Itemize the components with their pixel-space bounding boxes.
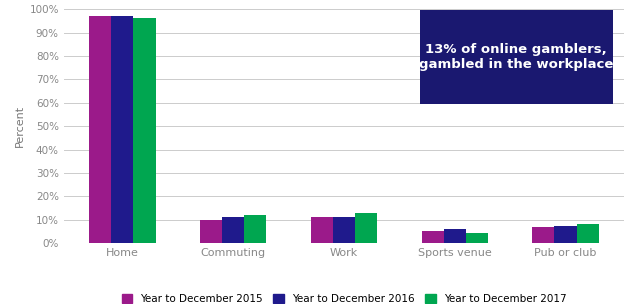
Y-axis label: Percent: Percent [15, 105, 25, 147]
Bar [244, 215, 266, 243]
Bar [222, 217, 244, 243]
Bar [422, 232, 444, 243]
Bar [533, 227, 554, 243]
Bar [333, 217, 355, 243]
Bar [200, 220, 222, 243]
Bar [554, 226, 576, 243]
Bar [111, 16, 134, 243]
Bar [444, 229, 466, 243]
Bar [355, 213, 377, 243]
Bar [576, 224, 599, 243]
FancyBboxPatch shape [420, 10, 613, 104]
Bar [466, 233, 488, 243]
Legend: Year to December 2015, Year to December 2016, Year to December 2017: Year to December 2015, Year to December … [117, 290, 571, 304]
Bar [134, 19, 155, 243]
Bar [311, 217, 333, 243]
Bar [89, 16, 111, 243]
Text: 13% of online gamblers,
gambled in the workplace: 13% of online gamblers, gambled in the w… [419, 43, 613, 71]
